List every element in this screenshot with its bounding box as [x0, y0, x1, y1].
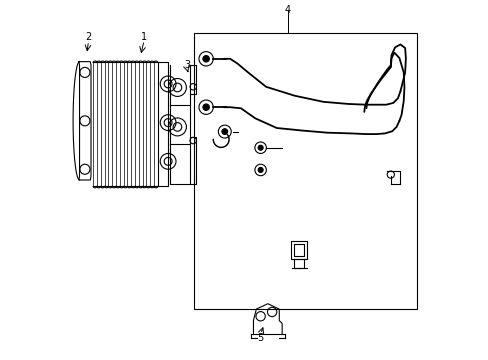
Circle shape	[258, 145, 263, 150]
Text: 3: 3	[183, 60, 190, 70]
Circle shape	[222, 129, 227, 134]
Circle shape	[203, 55, 209, 62]
Bar	[194, 33, 416, 309]
Circle shape	[258, 167, 263, 172]
Circle shape	[203, 104, 209, 111]
Text: 2: 2	[85, 32, 91, 41]
Text: 5: 5	[257, 333, 263, 343]
Text: 4: 4	[284, 5, 290, 15]
Text: 1: 1	[141, 32, 147, 41]
